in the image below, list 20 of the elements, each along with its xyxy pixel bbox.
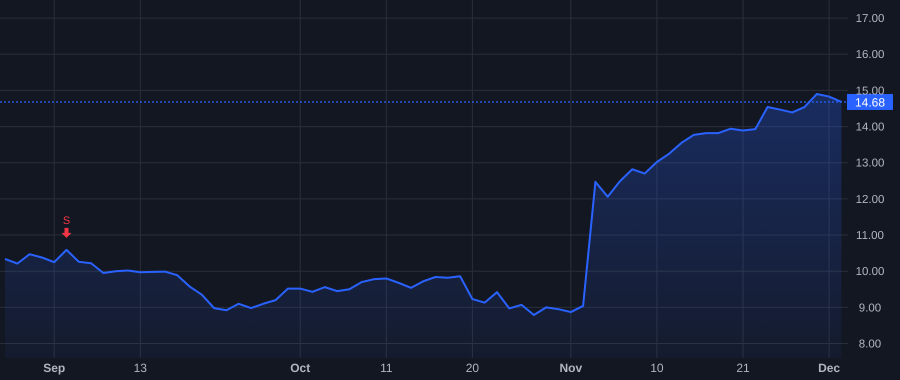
y-tick-label: 17.00 [856,13,884,26]
x-tick-label: 11 [380,361,393,375]
y-tick-label: 13.00 [856,158,884,170]
ref-line-label: 14.68 [854,95,886,110]
y-tick-label: 12.00 [856,194,884,206]
x-tick-label: 20 [466,361,480,375]
y-tick-label: 14.00 [856,122,884,134]
x-tick-label: 10 [650,361,664,375]
x-tick-label: Nov [559,361,582,375]
x-tick-label: Dec [818,361,840,375]
x-tick-label: 13 [134,361,148,375]
y-tick-label: 9.00 [858,302,882,314]
y-tick-label: 16.00 [856,49,884,62]
x-tick-label: Oct [290,361,310,375]
y-tick-label: 10.00 [856,266,884,278]
x-tick-label: Sep [43,361,66,375]
annotation: S [62,214,70,227]
x-tick-label: 21 [736,361,750,375]
y-tick-label: 8.00 [858,338,882,351]
y-tick-label: 11.00 [856,230,884,242]
